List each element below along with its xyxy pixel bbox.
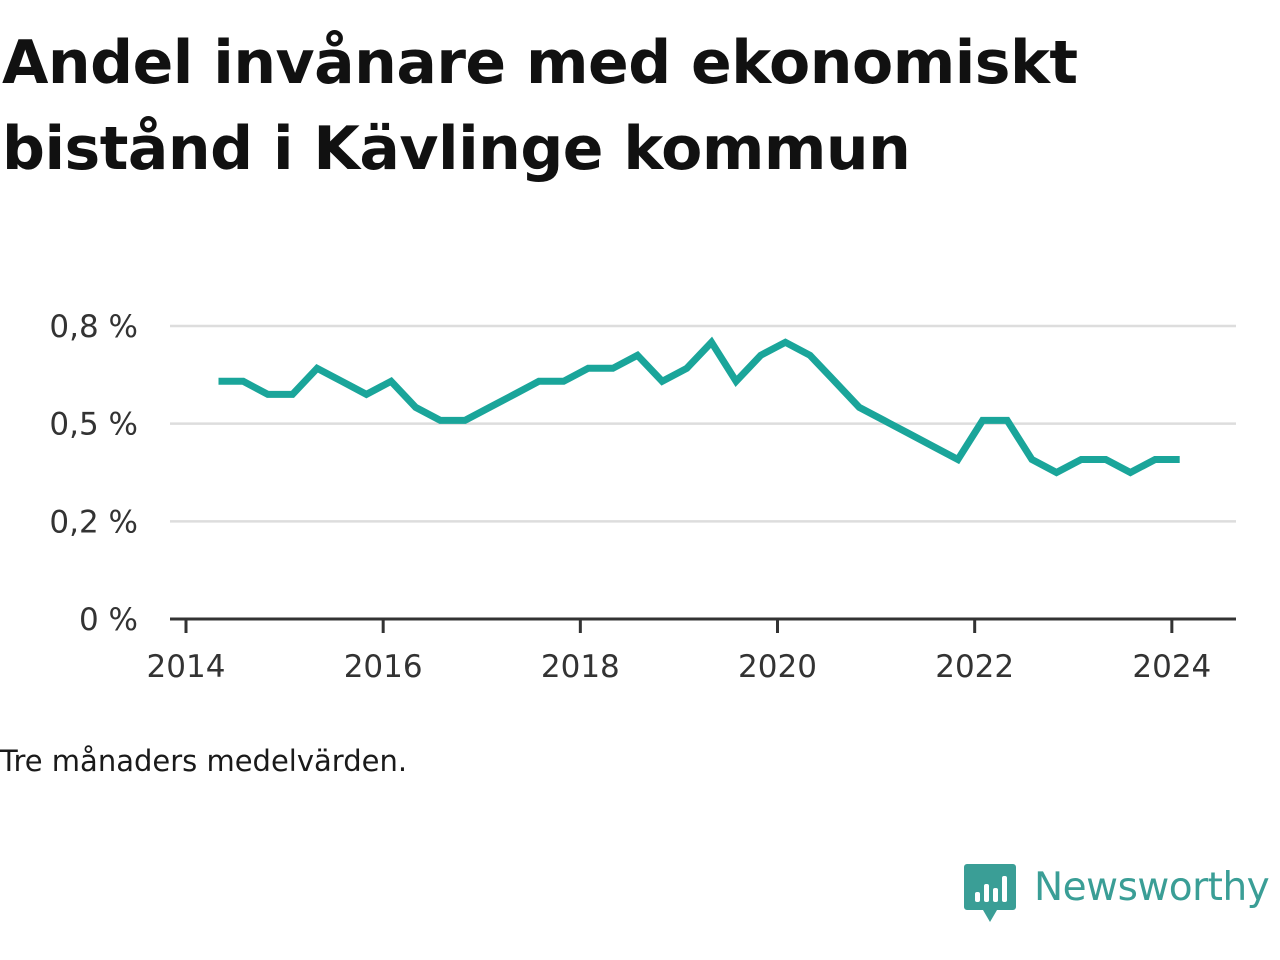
- data-point: [264, 391, 271, 398]
- data-point: [1127, 469, 1134, 476]
- data-point: [511, 391, 518, 398]
- data-point: [314, 365, 321, 372]
- data-point: [930, 443, 937, 450]
- data-point: [486, 404, 493, 411]
- data-point: [412, 404, 419, 411]
- data-point: [560, 378, 567, 385]
- data-point: [708, 339, 715, 346]
- data-point: [609, 365, 616, 372]
- data-point: [363, 391, 370, 398]
- x-tick-label: 2014: [147, 649, 226, 685]
- data-point: [634, 352, 641, 359]
- x-tick-label: 2018: [541, 649, 620, 685]
- y-tick-label: 0 %: [79, 602, 138, 638]
- data-point: [659, 378, 666, 385]
- data-point: [1004, 417, 1011, 424]
- x-tick-label: 2024: [1132, 649, 1211, 685]
- x-tick-label: 2020: [738, 649, 817, 685]
- data-point: [757, 352, 764, 359]
- x-axis-ticks: 2014 2016 2018 2020 2022 2024: [147, 619, 1211, 685]
- data-point: [831, 378, 838, 385]
- data-point: [1102, 456, 1109, 463]
- data-point: [289, 391, 296, 398]
- chart-note: Tre månaders medelvärden.: [0, 744, 408, 778]
- data-point: [1152, 456, 1159, 463]
- series: [215, 336, 1183, 477]
- data-point: [807, 352, 814, 359]
- data-point: [979, 417, 986, 424]
- data-point: [338, 378, 345, 385]
- data-point: [954, 456, 961, 463]
- data-point: [1053, 469, 1060, 476]
- x-tick-label: 2016: [344, 649, 423, 685]
- data-point: [733, 378, 740, 385]
- data-point: [215, 378, 222, 385]
- data-point: [782, 339, 789, 346]
- data-point: [535, 378, 542, 385]
- data-point: [880, 417, 887, 424]
- chart-title: Andel invånare med ekonomiskt bistånd i …: [2, 28, 1078, 184]
- y-tick-label: 0,5 %: [49, 407, 138, 443]
- series-line: [218, 336, 1180, 477]
- data-point: [240, 378, 247, 385]
- data-point: [585, 365, 592, 372]
- data-point: [437, 417, 444, 424]
- data-point: [388, 378, 395, 385]
- bar-chart-speech-bubble-icon: [964, 864, 1016, 922]
- y-axis-ticks: 0 % 0,2 % 0,5 % 0,8 %: [49, 309, 138, 638]
- data-point: [683, 365, 690, 372]
- y-tick-label: 0,2 %: [49, 504, 138, 540]
- gridlines: [170, 324, 1236, 523]
- brand-name: Newsworthy: [1034, 865, 1270, 910]
- data-point: [856, 404, 863, 411]
- data-point: [1078, 456, 1085, 463]
- data-point: [461, 417, 468, 424]
- data-point: [905, 430, 912, 437]
- data-point: [1028, 456, 1035, 463]
- y-tick-label: 0,8 %: [49, 309, 138, 345]
- data-point: [1176, 456, 1183, 463]
- x-tick-label: 2022: [935, 649, 1014, 685]
